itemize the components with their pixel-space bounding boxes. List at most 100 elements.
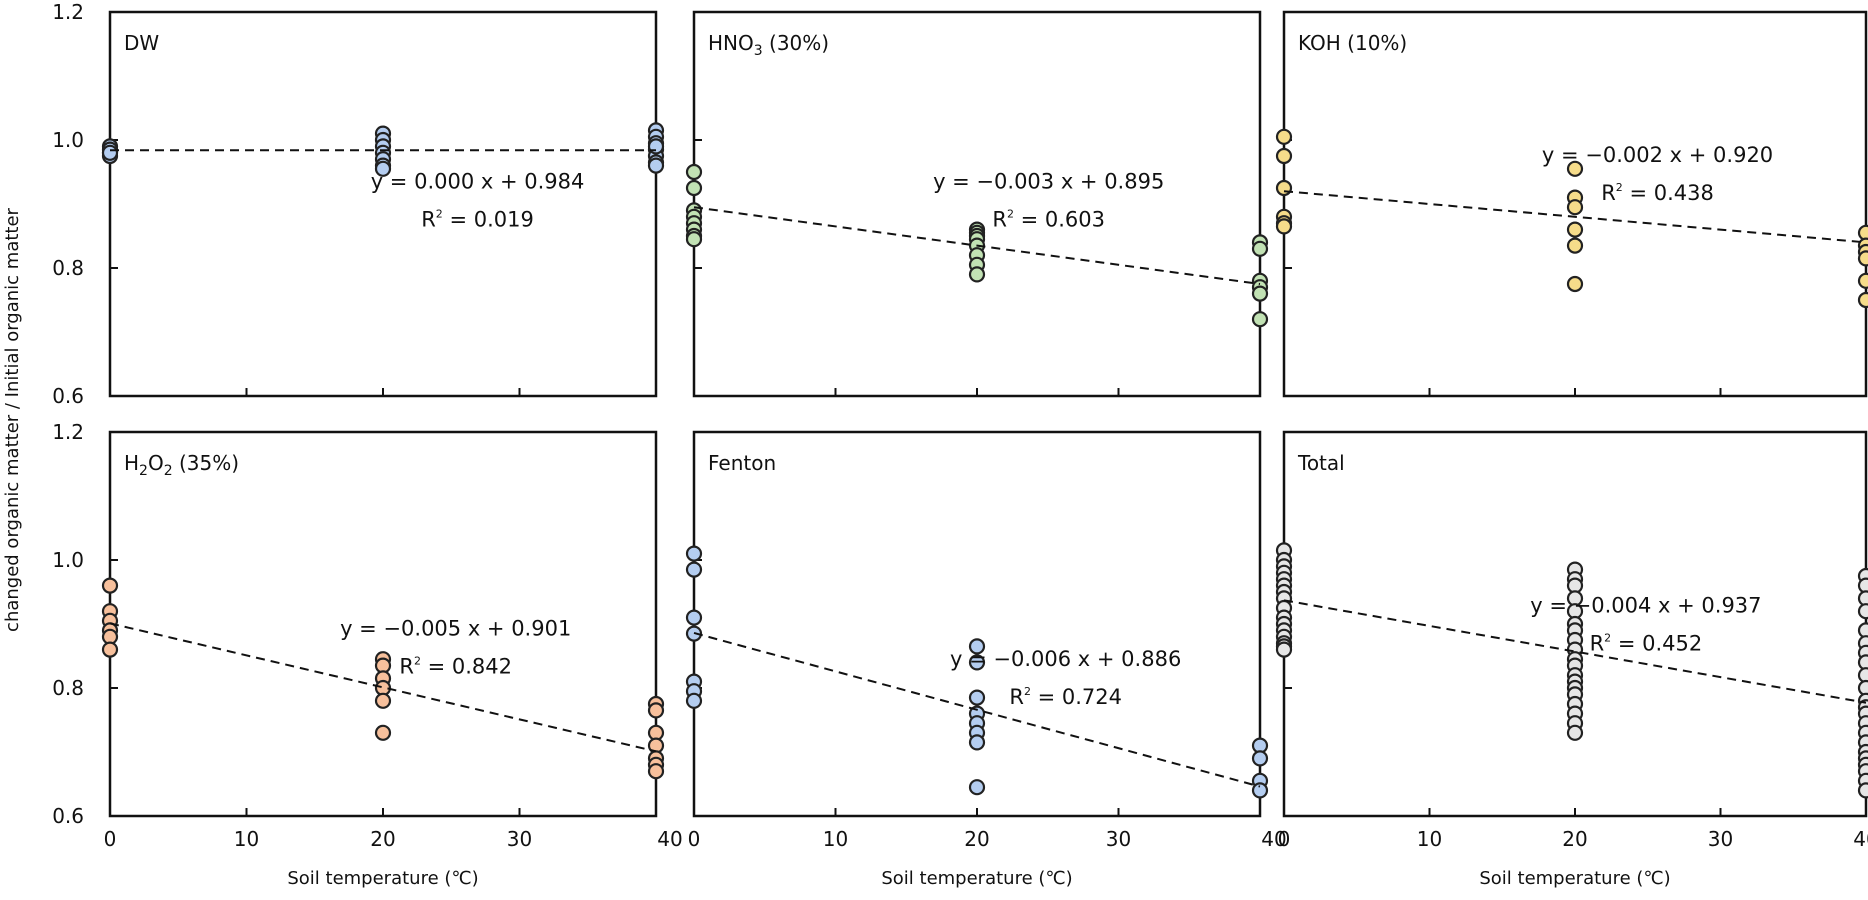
x-tick-label: 30	[507, 827, 532, 851]
x-tick-label: 30	[1106, 827, 1131, 851]
data-point	[1857, 272, 1868, 289]
data-point	[1857, 291, 1868, 309]
r-squared-label: R2 = 0.603	[992, 208, 1105, 232]
data-point	[1251, 782, 1269, 799]
panel-label: HNO3 (30%)	[708, 31, 829, 59]
x-tick-label: 0	[1278, 827, 1291, 851]
data-point	[685, 692, 703, 709]
trend-equation: y = −0.004 x + 0.937	[1530, 593, 1761, 617]
data-point	[374, 160, 392, 177]
panel-1: 0.6 0.8 1.0 1.2 DW y = 0.000 x + 0.984 R2 = 0.…	[52, 0, 665, 408]
data-point	[685, 179, 703, 197]
panel-frame	[692, 430, 1262, 818]
data-point	[101, 144, 119, 161]
data-point	[1275, 128, 1293, 145]
x-tick-label: 30	[1708, 827, 1733, 851]
data-point	[1251, 311, 1269, 328]
data-point	[685, 545, 703, 562]
y-tick-label: 1.0	[52, 548, 84, 572]
panels: 0.6 0.8 1.0 1.2 DW y = 0.000 x + 0.984 R2 = 0.…	[52, 0, 1868, 889]
x-tick-label: 40	[1261, 827, 1286, 851]
data-point	[1275, 147, 1293, 165]
y-tick-label: 1.2	[52, 0, 84, 24]
trend-line	[693, 206, 1261, 285]
data-point	[374, 724, 392, 741]
panel-3: KOH (10%) y = −0.002 x + 0.920 R2 = 0.438	[1275, 10, 1868, 398]
panel-5: 0 10 20 30 40 Soil temperature (℃) Fenton y = −…	[685, 430, 1287, 889]
trend-line	[693, 631, 1261, 788]
y-tick-label: 1.2	[52, 420, 84, 444]
y-tick-label: 0.8	[52, 676, 84, 700]
y-tick-label: 0.6	[52, 384, 84, 408]
data-point	[968, 638, 986, 655]
data-point	[968, 266, 986, 283]
data-point	[685, 609, 703, 626]
data-point	[685, 561, 703, 578]
data-point	[647, 763, 665, 780]
x-tick-label: 20	[370, 827, 395, 851]
data-point	[101, 641, 119, 658]
r-squared-label: R2 = 0.842	[399, 655, 512, 679]
panel-6: 0 10 20 30 40 Soil temperature (℃) Total y = −0…	[1275, 430, 1868, 889]
x-tick-label: 0	[688, 827, 701, 851]
data-point	[1275, 179, 1293, 197]
trend-line	[1283, 599, 1867, 704]
data-point	[374, 692, 392, 709]
x-axis-title: Soil temperature (℃)	[881, 868, 1072, 889]
data-point	[1251, 285, 1269, 302]
panel-2: HNO3 (30%) y = −0.003 x + 0.895 R2 = 0.603	[685, 10, 1269, 398]
data-point	[1857, 250, 1868, 267]
panel-label: H2O2 (35%)	[124, 451, 239, 479]
x-tick-label: 10	[234, 827, 259, 851]
panel-label: DW	[124, 31, 159, 55]
data-point	[968, 689, 986, 706]
data-point	[1251, 240, 1269, 257]
panel-label: KOH (10%)	[1298, 31, 1407, 55]
data-point	[968, 734, 986, 751]
trend-equation: y = −0.002 x + 0.920	[1542, 143, 1773, 167]
data-point	[101, 577, 119, 594]
trend-equation: y = −0.003 x + 0.895	[933, 170, 1164, 194]
data-point	[1566, 199, 1584, 216]
data-point	[1566, 275, 1584, 293]
data-point	[1857, 603, 1868, 620]
data-point	[1566, 160, 1584, 177]
x-tick-label: 20	[964, 827, 989, 851]
r-squared-label: R2 = 0.452	[1590, 631, 1703, 655]
y-tick-label: 0.8	[52, 256, 84, 280]
data-point	[1566, 237, 1584, 254]
x-tick-label: 0	[104, 827, 117, 851]
data-point	[685, 163, 703, 181]
x-axis-title: Soil temperature (℃)	[287, 868, 478, 889]
trend-equation: y = −0.005 x + 0.901	[340, 617, 571, 641]
data-point	[647, 157, 665, 174]
r-squared-label: R2 = 0.438	[1601, 181, 1714, 205]
data-point	[968, 779, 986, 796]
data-point	[647, 138, 665, 155]
y-axis-title: changed organic matter / Initial organic…	[2, 207, 23, 631]
x-tick-label: 10	[1417, 827, 1442, 851]
panel-4: 0 10 20 30 40 0.6 0.8 1.0 1.2 Soil temperature (℃…	[52, 420, 683, 889]
y-tick-label: 1.0	[52, 128, 84, 152]
panel-frame	[692, 10, 1262, 398]
data-point	[685, 231, 703, 248]
trend-line	[109, 622, 657, 753]
panel-label: Fenton	[708, 451, 776, 475]
data-point	[1275, 218, 1293, 235]
r-squared-label: R2 = 0.019	[421, 208, 534, 232]
data-point	[1857, 782, 1868, 799]
data-point	[647, 702, 665, 719]
x-tick-label: 40	[1853, 827, 1868, 851]
panel-label: Total	[1297, 451, 1345, 475]
trend-line	[1283, 190, 1867, 244]
trend-equation: y = −0.006 x + 0.886	[950, 647, 1181, 671]
x-tick-label: 10	[823, 827, 848, 851]
x-tick-label: 40	[657, 827, 682, 851]
r-squared-label: R2 = 0.724	[1009, 685, 1122, 709]
panel-frame	[108, 10, 658, 398]
x-tick-label: 20	[1562, 827, 1587, 851]
trend-equation: y = 0.000 x + 0.984	[371, 170, 585, 194]
data-point	[968, 654, 986, 671]
